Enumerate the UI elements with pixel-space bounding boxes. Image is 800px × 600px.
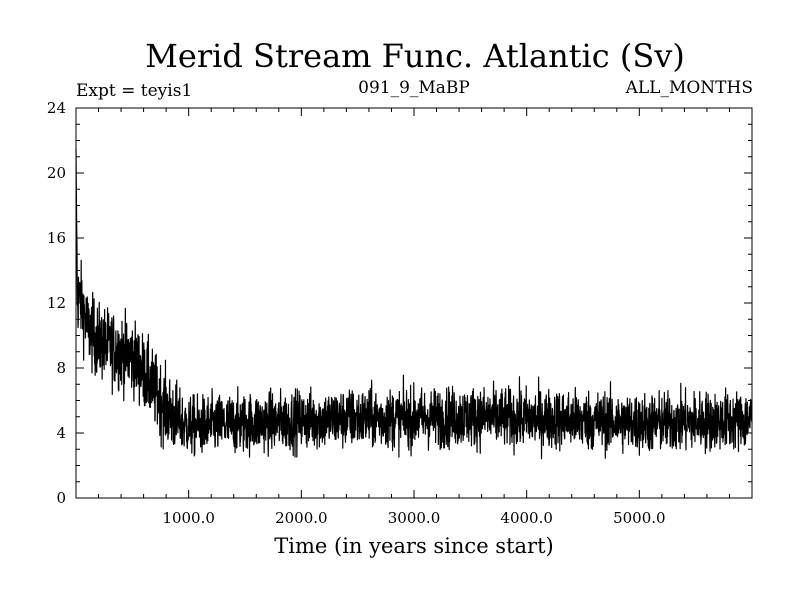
experiment-label: Expt = teyis1 [76,81,192,101]
period-label: 091_9_MaBP [358,78,470,98]
x-tick-label: 3000.0 [388,509,441,527]
x-axis-label: Time (in years since start) [274,534,553,558]
ticks-layer [76,107,752,499]
y-tick-label: 4 [56,424,66,442]
y-tick-label: 24 [47,99,66,117]
x-tick-label: 1000.0 [162,509,215,527]
months-label: ALL_MONTHS [625,78,753,98]
x-tick-label: 2000.0 [275,509,328,527]
tick-labels: 0 4 8 12 16 20 24 1000.0 2000.0 3000.0 4000.0 5000.… [47,99,666,527]
y-tick-label: 12 [47,294,66,312]
x-tick-label: 5000.0 [613,509,666,527]
series-layer [75,148,753,460]
y-tick-label: 16 [47,229,66,247]
x-tick-label: 4000.0 [500,509,553,527]
y-tick-label: 20 [47,164,66,182]
chart-title: Merid Stream Func. Atlantic (Sv) [145,37,685,75]
y-tick-label: 0 [56,489,66,507]
series-line [75,148,753,460]
y-tick-label: 8 [56,359,66,377]
